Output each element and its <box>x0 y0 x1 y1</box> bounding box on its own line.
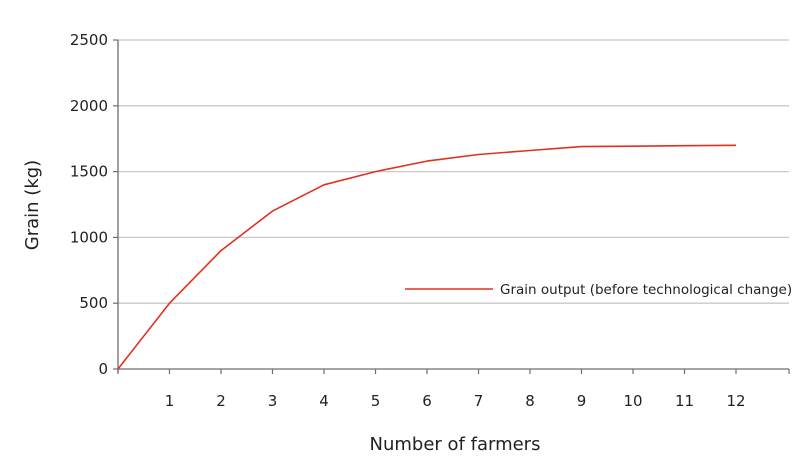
x-tick-label: 1 <box>165 392 175 410</box>
y-tick-label: 500 <box>79 294 108 312</box>
x-tick-label: 12 <box>726 392 745 410</box>
y-axis: 0 500 1000 1500 2000 2500 <box>70 31 119 378</box>
y-tick-label: 1500 <box>70 163 108 181</box>
legend: Grain output (before technological chang… <box>405 282 792 298</box>
x-axis-title: Number of farmers <box>370 434 541 455</box>
x-tick-label: 6 <box>422 392 432 410</box>
legend-label: Grain output (before technological chang… <box>500 282 792 298</box>
x-axis: 1 2 3 4 5 6 7 8 9 10 11 12 <box>117 368 790 410</box>
data-series <box>117 144 737 370</box>
x-tick-label: 5 <box>371 392 381 410</box>
x-tick-label: 4 <box>319 392 329 410</box>
x-tick-label: 9 <box>577 392 587 410</box>
y-axis-title: Grain (kg) <box>22 160 43 250</box>
x-tick-label: 7 <box>474 392 484 410</box>
y-tick-label: 2000 <box>70 97 108 115</box>
y-tick-label: 2500 <box>70 31 108 49</box>
series-line <box>117 144 737 370</box>
x-tick-label: 10 <box>623 392 642 410</box>
y-tick-label: 1000 <box>70 228 108 246</box>
x-tick-label: 3 <box>268 392 278 410</box>
horizontal-gridlines <box>118 39 789 304</box>
x-tick-label: 11 <box>675 392 694 410</box>
x-tick-label: 8 <box>525 392 535 410</box>
x-tick-label: 2 <box>216 392 226 410</box>
y-tick-label: 0 <box>98 360 108 378</box>
